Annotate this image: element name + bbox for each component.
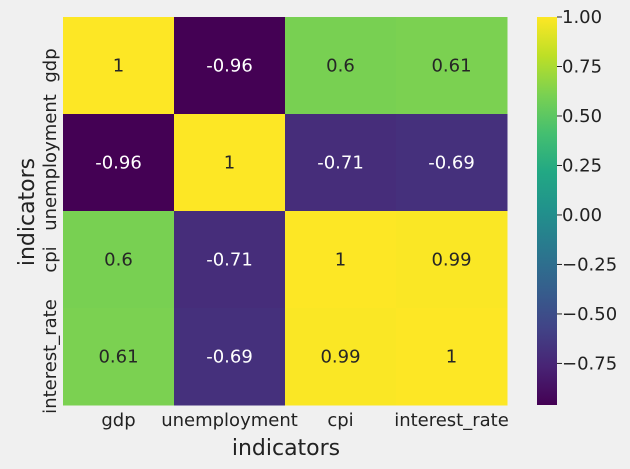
cell-annotation: -0.96 (206, 56, 253, 77)
x-tick-label: interest_rate (394, 410, 509, 431)
cell-annotations: 1 -0.96 0.6 0.61 -0.96 1 -0.71 -0.69 0.6 -0.71 1 0.… (95, 56, 475, 368)
heatmap-cell (285, 211, 397, 309)
heatmap-cell (63, 308, 175, 406)
x-tick-labels: gdp unemployment cpi interest_rate (101, 410, 508, 431)
colorbar-tick-label: −0.50 (562, 304, 617, 325)
heatmap-cell (174, 211, 286, 309)
x-tick-label: gdp (101, 410, 135, 431)
colorbar-tick-label: 0.00 (562, 205, 602, 226)
heatmap-cell (396, 17, 508, 115)
cell-annotation: 0.6 (104, 250, 133, 271)
heatmap-cell (396, 211, 508, 309)
cell-annotation: 1 (446, 347, 457, 368)
cell-annotation: 0.6 (326, 56, 355, 77)
cell-annotation: 1 (113, 56, 124, 77)
heatmap-cell (63, 17, 175, 115)
y-tick-label: gdp (40, 48, 61, 82)
heatmap-cell (63, 114, 175, 212)
cell-annotation: -0.71 (317, 153, 364, 174)
cell-annotation: -0.71 (206, 250, 253, 271)
colorbar (537, 17, 557, 405)
heatmap-cell (174, 114, 286, 212)
y-tick-label: unemployment (40, 94, 61, 231)
x-axis-label: indicators (232, 436, 340, 461)
cell-annotation: 1 (224, 153, 235, 174)
heatmap-cell (285, 308, 397, 406)
y-axis-label: indicators (15, 158, 40, 266)
cell-annotation: -0.96 (95, 153, 142, 174)
heatmap-cell (285, 114, 397, 212)
colorbar-tick-label: −0.75 (562, 353, 617, 374)
cell-annotation: 0.61 (431, 56, 471, 77)
y-tick-labels: gdp unemployment cpi interest_rate (40, 48, 61, 413)
cell-annotation: -0.69 (206, 347, 253, 368)
y-tick-label: interest_rate (40, 299, 61, 414)
cell-annotation: 0.99 (320, 347, 360, 368)
heatmap-cell (396, 114, 508, 212)
colorbar-ticks: 1.00 0.75 0.50 0.25 0.00 −0.25 −0.50 −0.75 (557, 7, 617, 374)
colorbar-tick-label: −0.25 (562, 254, 617, 275)
cell-annotation: -0.69 (428, 153, 475, 174)
heatmap-cell (174, 308, 286, 406)
heatmap-cell (396, 308, 508, 406)
colorbar-tick-label: 1.00 (562, 7, 602, 28)
colorbar-tick-label: 0.75 (562, 56, 602, 77)
heatmap-cells (63, 17, 508, 406)
heatmap-cell (174, 17, 286, 115)
cell-annotation: 0.99 (431, 250, 471, 271)
heatmap-cell (63, 211, 175, 309)
colorbar-tick-label: 0.25 (562, 155, 602, 176)
y-tick-label: cpi (40, 246, 61, 272)
x-tick-label: unemployment (161, 410, 298, 431)
cell-annotation: 1 (335, 250, 346, 271)
x-tick-label: cpi (327, 410, 353, 431)
colorbar-tick-label: 0.50 (562, 106, 602, 127)
heatmap-cell (285, 17, 397, 115)
cell-annotation: 0.61 (98, 347, 138, 368)
